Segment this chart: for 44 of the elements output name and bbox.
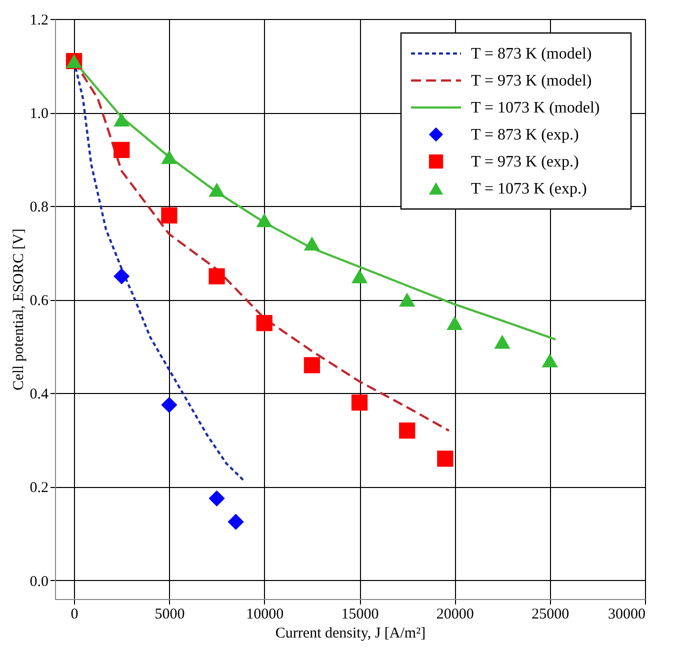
x-tick-label: 0	[70, 606, 78, 622]
y-tick-label: 1.0	[30, 106, 48, 122]
y-axis-title: Cell potential, ESORC [V]	[10, 228, 27, 390]
legend-label: T = 873 K (exp.)	[471, 126, 579, 144]
x-tick-label: 10000	[246, 606, 284, 622]
point	[208, 268, 225, 284]
y-tick-label: 0.0	[30, 574, 48, 590]
y-tick-label: 1.2	[30, 12, 48, 28]
point	[446, 316, 463, 330]
y-tick-label: 0.2	[30, 480, 48, 496]
x-tick-label: 25000	[532, 606, 570, 622]
point	[494, 334, 510, 349]
point	[256, 314, 272, 332]
x-tick-label: 15000	[341, 606, 379, 622]
point	[228, 514, 244, 530]
point	[256, 213, 272, 228]
x-tick-label: 30000	[608, 606, 646, 622]
point	[399, 292, 416, 307]
point	[304, 236, 320, 250]
legend-label: T = 1073 K (model)	[471, 100, 600, 116]
legend-label: T = 873 K (model)	[471, 46, 592, 62]
point	[114, 268, 130, 284]
legend-label: T = 973 K (model)	[471, 72, 592, 90]
x-tick-label: 20000	[436, 606, 474, 622]
x-axis-title: Current density, J [A/m²]	[275, 626, 426, 642]
y-tick-label: 0.8	[30, 200, 48, 216]
legend-label: T = 1073 K (exp.)	[471, 180, 587, 198]
point	[161, 207, 178, 224]
point	[161, 150, 178, 164]
point	[351, 394, 368, 411]
legend-label: T = 973 K (exp.)	[471, 154, 579, 170]
point	[208, 182, 225, 197]
point	[161, 396, 178, 413]
point	[437, 450, 454, 467]
y-tick-label: 0.4	[30, 386, 49, 403]
point	[399, 422, 416, 439]
point	[351, 269, 368, 284]
y-tick-label: 0.6	[30, 293, 49, 310]
point	[304, 357, 320, 374]
point	[542, 353, 558, 368]
point	[208, 490, 225, 506]
point	[114, 112, 130, 127]
point	[114, 142, 130, 158]
x-tick-label: 5000	[154, 606, 185, 622]
